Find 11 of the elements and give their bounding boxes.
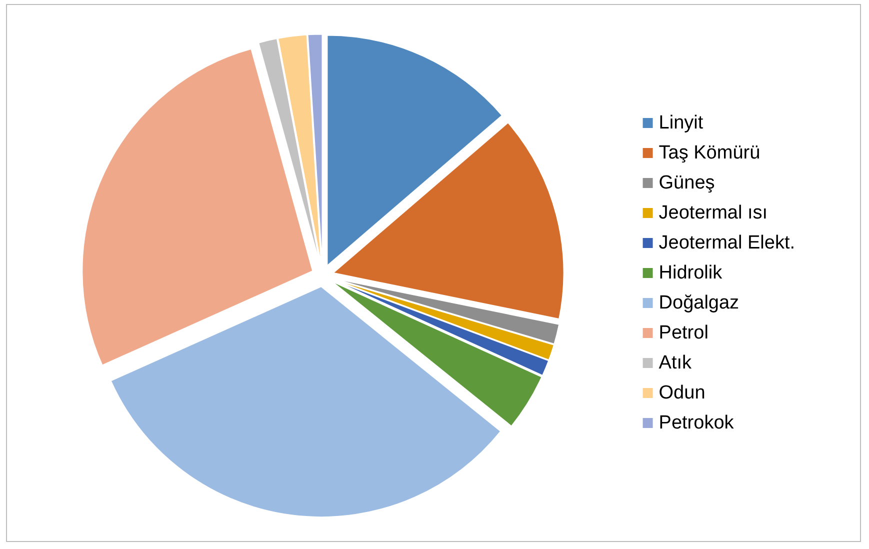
- legend-label: Petrol: [658, 322, 708, 344]
- legend-label: Jeotermal Elekt.: [658, 232, 796, 254]
- legend-label: Jeotermal ısı: [658, 202, 768, 224]
- legend-label: Hidrolik: [658, 262, 723, 284]
- legend-label: Odun: [658, 382, 706, 404]
- legend-label: Güneş: [658, 172, 715, 194]
- legend-label: Taş Kömürü: [658, 142, 760, 164]
- legend-label: Atık: [658, 352, 692, 374]
- legend-label: Linyit: [658, 112, 704, 134]
- legend-label: Doğalgaz: [658, 292, 740, 314]
- legend-label: Petrokok: [658, 412, 734, 434]
